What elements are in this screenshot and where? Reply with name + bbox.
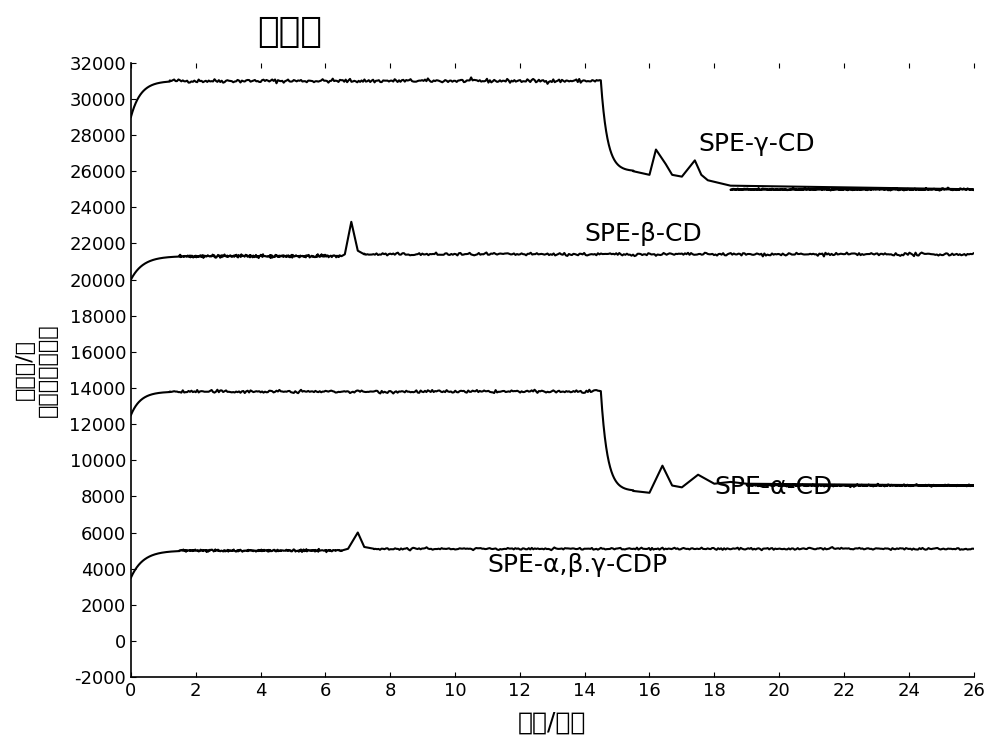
- Y-axis label: 吸光度/毫
（吸光度单位）: 吸光度/毫 （吸光度单位）: [15, 323, 58, 417]
- Text: SPE-α-CD: SPE-α-CD: [714, 476, 833, 500]
- Text: 华法林: 华法林: [257, 15, 322, 49]
- Text: SPE-γ-CD: SPE-γ-CD: [698, 132, 815, 156]
- Text: SPE-β-CD: SPE-β-CD: [585, 223, 702, 247]
- X-axis label: 时间/分钟: 时间/分钟: [518, 711, 586, 735]
- Text: SPE-α,β.γ-CDP: SPE-α,β.γ-CDP: [487, 553, 668, 577]
